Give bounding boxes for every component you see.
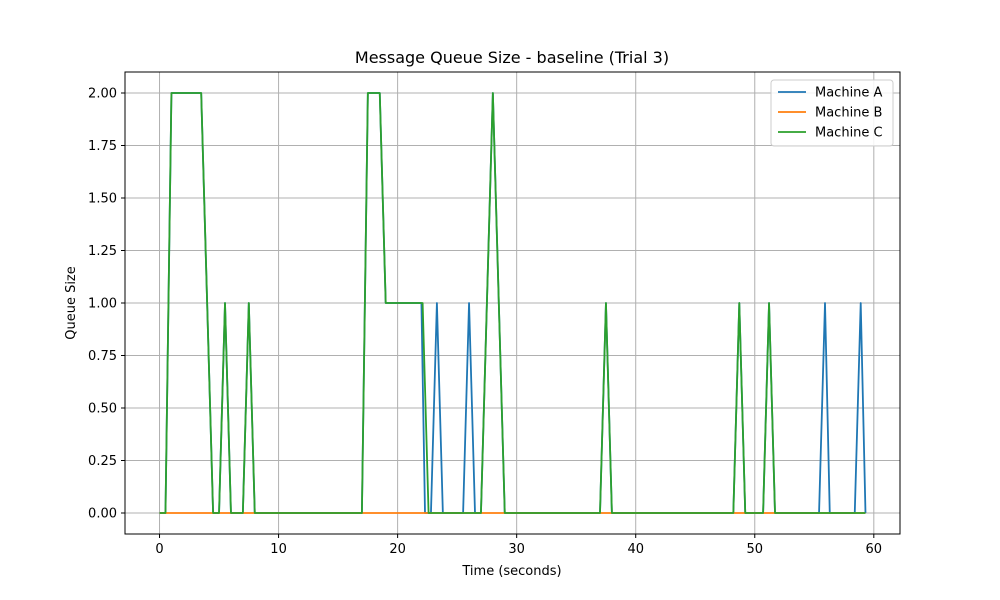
- y-tick-label: 1.75: [88, 139, 117, 154]
- x-tick-label: 0: [155, 542, 163, 557]
- y-tick-label: 1.50: [88, 192, 117, 207]
- x-tick-label: 50: [746, 542, 763, 557]
- x-tick-label: 20: [389, 542, 406, 557]
- chart-title: Message Queue Size - baseline (Trial 3): [355, 48, 669, 67]
- y-axis-label: Queue Size: [64, 266, 79, 340]
- legend: Machine A Machine B Machine C: [770, 79, 894, 147]
- legend-label-machine-a: Machine A: [815, 86, 883, 101]
- legend-box: [770, 79, 894, 147]
- y-tick-label: 1.25: [88, 244, 117, 259]
- y-tick-label: 0.25: [88, 454, 117, 469]
- x-tick-label: 60: [866, 542, 883, 557]
- x-axis-ticks: 0 10 20 30 40 50 60: [155, 534, 882, 557]
- series-lines: [159, 92, 867, 514]
- x-tick-label: 40: [627, 542, 644, 557]
- y-tick-label: 2.00: [88, 87, 117, 102]
- x-tick-label: 10: [270, 542, 287, 557]
- y-tick-label: 1.00: [88, 297, 117, 312]
- legend-label-machine-b: Machine B: [815, 106, 882, 121]
- y-tick-label: 0.75: [88, 349, 117, 364]
- y-tick-label: 0.00: [88, 507, 117, 522]
- legend-label-machine-c: Machine C: [815, 126, 883, 141]
- series-line-machine-c: [159, 92, 866, 514]
- y-axis-ticks: 0.00 0.25 0.50 0.75 1.00 1.25 1.50 1.75 2.00: [88, 87, 125, 522]
- y-tick-label: 0.50: [88, 402, 117, 417]
- x-axis-label: Time (seconds): [461, 564, 561, 579]
- x-tick-label: 30: [508, 542, 525, 557]
